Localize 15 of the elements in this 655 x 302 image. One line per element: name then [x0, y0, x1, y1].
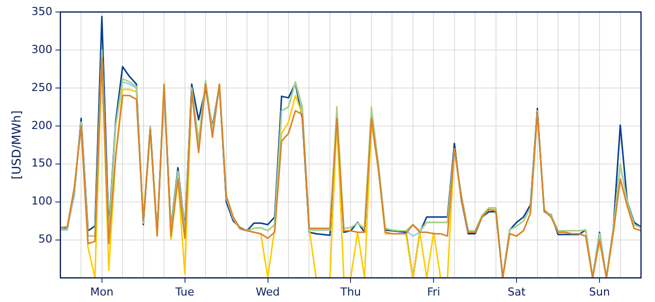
y-tick-label: 150	[31, 156, 52, 170]
x-tick-label: Sat	[508, 285, 526, 298]
y-tick-label: 250	[31, 80, 52, 94]
x-tick-label: Tue	[174, 285, 194, 298]
y-tick-label: 50	[38, 232, 52, 246]
x-tick-label: Wed	[256, 285, 280, 298]
x-tick-label: Mon	[90, 285, 114, 298]
y-tick-label: 200	[31, 118, 52, 132]
x-tick-label: Sun	[589, 285, 610, 298]
y-tick-label: 100	[31, 194, 52, 208]
y-tick-label: 350	[31, 4, 52, 18]
x-tick-label: Thu	[339, 285, 362, 298]
y-tick-label: 300	[31, 42, 52, 56]
x-tick-label: Fri	[427, 285, 440, 298]
y-axis-title: [USD/MWh]	[9, 110, 24, 180]
